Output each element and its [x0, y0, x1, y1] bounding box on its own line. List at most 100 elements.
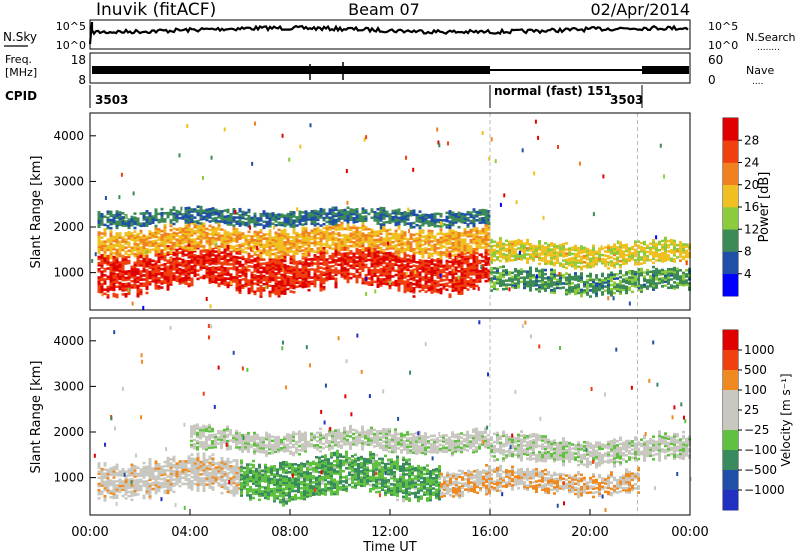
data-cell [340, 265, 344, 268]
data-cell [427, 268, 431, 271]
data-cell [319, 272, 323, 276]
data-cell [379, 206, 383, 210]
data-cell [451, 213, 455, 217]
data-cell [661, 258, 664, 261]
data-cell [613, 243, 616, 246]
data-cell [625, 249, 628, 253]
data-cell [646, 254, 649, 258]
data-cell [265, 282, 269, 285]
data-cell [358, 245, 362, 248]
data-cell [139, 246, 143, 249]
data-cell [460, 278, 464, 281]
data-cell [136, 255, 140, 259]
data-cell [298, 270, 302, 273]
data-cell [655, 286, 658, 289]
data-cell [313, 270, 317, 274]
data-cell [592, 282, 595, 286]
data-cell [451, 277, 455, 280]
data-cell [424, 282, 428, 285]
data-cell [472, 241, 476, 245]
data-cell [439, 269, 443, 272]
data-cell [676, 256, 679, 259]
data-cell [337, 213, 341, 217]
data-cell [121, 276, 125, 280]
data-cell [469, 254, 473, 258]
data-cell [676, 267, 679, 271]
data-cell [250, 216, 254, 220]
data-cell [97, 217, 101, 220]
data-cell [316, 232, 320, 236]
data-cell [661, 276, 664, 280]
data-cell [487, 273, 491, 277]
data-cell [283, 271, 287, 275]
data-cell [346, 272, 350, 276]
data-cell [352, 264, 356, 268]
data-cell [376, 283, 380, 286]
data-cell [550, 254, 553, 258]
data-cell [640, 247, 643, 251]
data-cell [634, 270, 637, 274]
data-cell [121, 278, 125, 282]
data-cell [109, 252, 113, 256]
data-cell [106, 293, 110, 297]
data-cell [301, 273, 305, 277]
data-cell [379, 257, 383, 261]
data-cell [457, 250, 461, 253]
data-cell [229, 256, 233, 260]
data-cell [427, 231, 431, 235]
data-cell [289, 275, 293, 279]
data-cell [358, 251, 362, 254]
data-cell [211, 253, 215, 257]
data-cell [220, 280, 224, 283]
data-cell [277, 260, 281, 263]
data-cell [373, 270, 377, 273]
data-cell [190, 220, 194, 224]
data-cell [97, 235, 101, 238]
data-cell [592, 248, 595, 252]
data-cell [193, 249, 197, 253]
data-cell [244, 251, 248, 254]
data-cell [667, 274, 670, 277]
data-cell [544, 268, 547, 272]
data-cell [400, 238, 404, 241]
data-cell [238, 275, 242, 278]
data-cell [112, 222, 116, 225]
data-cell [457, 231, 461, 235]
data-cell [460, 253, 464, 256]
data-cell [238, 214, 242, 217]
data-cell [472, 262, 476, 266]
data-cell [154, 274, 158, 278]
data-cell [133, 269, 137, 273]
data-cell [373, 260, 377, 263]
data-cell [97, 257, 101, 261]
data-cell [412, 256, 416, 259]
data-cell [193, 216, 197, 219]
data-cell [310, 261, 314, 265]
data-cell [437, 140, 440, 145]
data-cell [652, 241, 655, 244]
data-cell [115, 250, 119, 254]
data-cell [484, 234, 488, 237]
data-cell [184, 278, 188, 281]
data-cell [256, 256, 260, 260]
data-cell [286, 212, 290, 216]
data-cell [463, 234, 467, 237]
data-cell [223, 237, 227, 241]
data-cell [532, 284, 535, 287]
data-cell [472, 208, 476, 211]
data-cell [664, 249, 667, 252]
data-cell [364, 238, 368, 241]
data-cell [490, 251, 493, 254]
data-cell [127, 220, 131, 224]
data-cell [385, 264, 389, 267]
data-cell [361, 250, 365, 254]
data-cell [403, 259, 407, 263]
data-cell [616, 273, 619, 276]
data-cell [205, 233, 209, 237]
data-cell [307, 212, 311, 215]
data-cell [220, 265, 224, 269]
data-cell [424, 272, 428, 275]
data-cell [484, 217, 488, 221]
data-cell [361, 261, 365, 264]
data-cell [595, 250, 598, 254]
